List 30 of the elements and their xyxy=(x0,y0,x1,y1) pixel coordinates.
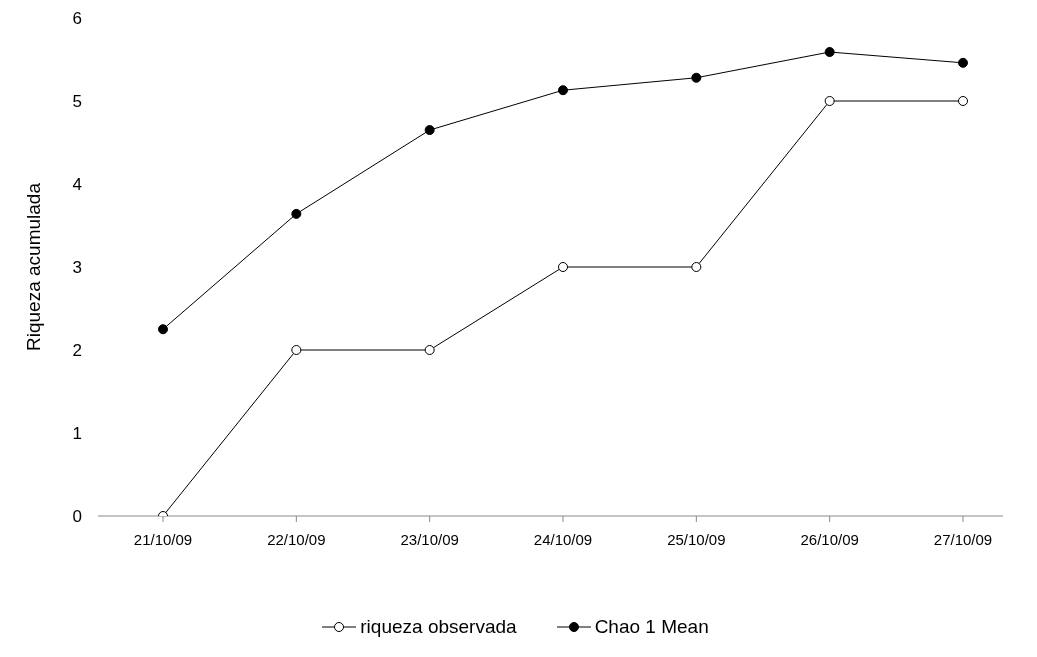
legend-label: Chao 1 Mean xyxy=(593,616,709,638)
x-tick-label: 24/10/09 xyxy=(533,530,593,548)
y-tick-label: 6 xyxy=(72,9,82,29)
point xyxy=(691,72,702,83)
point xyxy=(558,262,568,272)
y-tick-label: 3 xyxy=(72,258,82,278)
y-tick-label: 1 xyxy=(72,424,82,444)
x-tick-label: 22/10/09 xyxy=(267,530,326,548)
point xyxy=(824,47,835,58)
point xyxy=(558,85,568,96)
point xyxy=(291,208,302,219)
legend-label: riqueza observada xyxy=(359,616,517,638)
x-tick-label: 26/10/09 xyxy=(800,530,859,548)
x-tick-label: 27/10/09 xyxy=(933,530,993,548)
x-tick-label: 25/10/09 xyxy=(667,530,726,548)
point xyxy=(958,96,968,106)
y-tick-label: 0 xyxy=(72,507,82,527)
x-tick-label: 23/10/09 xyxy=(400,530,459,548)
point xyxy=(158,324,168,335)
x-tick-label: 21/10/09 xyxy=(133,530,193,548)
y-axis-title: Riqueza acumulada xyxy=(22,182,44,351)
point xyxy=(824,96,835,106)
point xyxy=(291,345,302,355)
point xyxy=(424,125,435,136)
point xyxy=(424,345,435,355)
point xyxy=(691,262,702,272)
y-tick-label: 2 xyxy=(72,341,82,361)
point xyxy=(958,57,968,68)
y-tick-label: 4 xyxy=(72,175,82,195)
y-tick-label: 5 xyxy=(72,92,82,112)
